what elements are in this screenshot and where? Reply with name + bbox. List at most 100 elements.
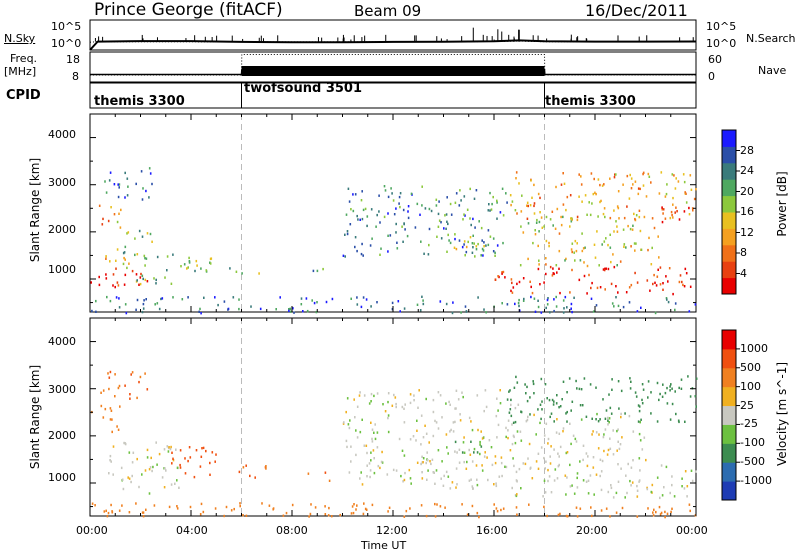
power-cell: [653, 273, 655, 277]
velocity-cell: [598, 433, 600, 436]
velocity-cell: [510, 398, 512, 402]
velocity-cell: [477, 428, 479, 432]
velocity-cell: [116, 425, 118, 428]
velocity-cell: [520, 410, 523, 414]
power-cell: [603, 207, 606, 210]
power-cell: [573, 251, 575, 254]
power-cell: [410, 192, 413, 195]
power-cell: [475, 245, 478, 248]
power-cell: [120, 208, 122, 212]
power-cell: [116, 281, 119, 284]
velocity-cell: [488, 439, 491, 442]
power-cell: [200, 312, 202, 315]
velocity-cell: [395, 469, 398, 472]
velocity-cell: [557, 452, 559, 455]
power-cell: [497, 275, 499, 278]
velocity-cell: [435, 421, 438, 424]
velocity-cell: [395, 405, 397, 409]
power-cell: [428, 207, 431, 211]
power-cell: [370, 305, 372, 308]
power-cell: [463, 213, 465, 216]
power-cell: [537, 244, 539, 248]
velocity-cell: [615, 491, 618, 495]
velocity-cell: [680, 378, 683, 381]
velocity-cell: [165, 469, 167, 472]
velocity-cell: [490, 446, 493, 449]
velocity-cell: [355, 508, 357, 511]
power-cell: [356, 303, 359, 306]
velocity-cell: [145, 508, 147, 511]
velocity-cell: [473, 451, 475, 454]
velocity-cell: [660, 511, 663, 515]
velocity-cell: [539, 403, 542, 406]
velocity-cell: [176, 466, 179, 469]
power-cell: [347, 187, 350, 190]
power-cell: [350, 297, 352, 300]
power-cell: [574, 259, 576, 262]
power-cell: [344, 255, 346, 258]
power-cell: [316, 301, 318, 304]
power-cell: [126, 266, 128, 270]
nave-tick-high: 60: [708, 53, 722, 66]
velocity-cell: [471, 485, 474, 488]
power-cell: [656, 275, 659, 278]
power-cell: [695, 188, 697, 191]
velocity-cell: [695, 377, 698, 380]
power-cell: [563, 182, 566, 185]
velocity-cell: [413, 394, 415, 397]
power-cell: [558, 232, 561, 235]
power-cell: [599, 286, 602, 289]
power-cell: [181, 298, 184, 301]
velocity-cell: [515, 470, 518, 474]
velocity-cell: [664, 391, 667, 395]
power-cell: [628, 301, 631, 304]
power-cell: [396, 241, 398, 244]
velocity-cell: [528, 442, 531, 446]
power-cell: [657, 235, 659, 238]
velocity-cell: [432, 398, 435, 402]
power-cell: [375, 225, 377, 228]
velocity-colorbar-swatch: [722, 481, 736, 501]
velocity-cell: [511, 486, 513, 490]
power-cell: [117, 195, 120, 199]
power-cell: [142, 302, 145, 306]
velocity-cell: [605, 507, 608, 510]
velocity-cell: [445, 470, 448, 474]
velocity-panel-frame: [89, 317, 697, 517]
power-cell: [440, 237, 443, 240]
velocity-cell: [556, 477, 559, 480]
power-cell: [361, 190, 363, 193]
velocity-cell: [409, 507, 411, 510]
power-cell: [670, 210, 673, 214]
velocity-cell: [366, 464, 368, 467]
power-cell: [616, 225, 618, 228]
power-cell: [504, 276, 506, 279]
power-cell: [661, 208, 664, 211]
power-cell: [665, 275, 667, 278]
power-cell: [447, 222, 449, 226]
velocity-cell: [529, 413, 531, 416]
velocity-cell: [638, 405, 641, 408]
velocity-cell: [245, 514, 248, 517]
power-cell: [584, 246, 586, 249]
power-cell: [693, 197, 696, 201]
power-cell: [576, 215, 579, 219]
velocity-cell: [387, 430, 390, 434]
velocity-cell: [153, 504, 156, 507]
power-cell: [489, 191, 491, 195]
power-colorbar-tick-label: 12: [740, 225, 754, 239]
velocity-cell: [439, 505, 442, 508]
power-cell: [616, 230, 619, 233]
velocity-cell: [683, 487, 686, 490]
power-cell: [349, 223, 352, 226]
power-cell: [668, 267, 671, 270]
nsearch-tick-low: 10^0: [706, 37, 737, 50]
velocity-cell: [416, 429, 418, 432]
velocity-cell: [549, 415, 551, 419]
velocity-cell: [146, 388, 149, 391]
power-cell: [144, 257, 146, 260]
velocity-cell: [605, 409, 608, 412]
velocity-cell: [405, 509, 408, 513]
power-cell: [387, 234, 389, 237]
velocity-cell: [370, 451, 372, 454]
